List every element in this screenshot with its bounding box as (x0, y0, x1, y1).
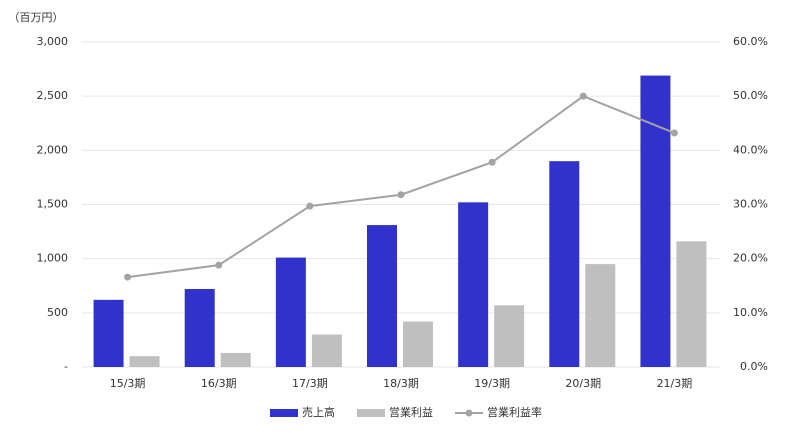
line-point (124, 273, 132, 281)
bar (367, 225, 397, 367)
legend-label: 営業利益率 (487, 405, 542, 419)
y-tick-label: 2,500 (37, 89, 69, 102)
legend-label: 営業利益 (389, 405, 433, 419)
line-point (488, 158, 496, 166)
x-tick-label: 16/3期 (201, 377, 237, 390)
bar (184, 289, 215, 367)
y2-tick-label: 30.0% (733, 198, 768, 211)
y-tick-label: 2,000 (37, 143, 69, 156)
y2-tick-label: 20.0% (733, 252, 768, 265)
x-tick-label: 19/3期 (474, 377, 510, 390)
bar (220, 352, 251, 367)
bar (585, 264, 616, 367)
y-axis-label: （百万円） (9, 11, 64, 24)
line-point (579, 92, 587, 100)
y2-tick-label: 10.0% (733, 306, 768, 319)
bar (93, 299, 124, 367)
bar (494, 305, 525, 367)
line-point (670, 129, 678, 137)
legend-swatch (270, 409, 298, 417)
x-tick-label: 21/3期 (657, 377, 693, 390)
line-point (306, 202, 314, 210)
bar (676, 241, 707, 367)
x-tick-label: 20/3期 (565, 377, 601, 390)
y2-tick-label: 0.0% (740, 360, 768, 373)
x-tick-label: 17/3期 (292, 377, 328, 390)
y-tick-label: 3,000 (37, 35, 69, 48)
y2-tick-label: 60.0% (733, 35, 768, 48)
bar (403, 321, 433, 367)
y2-tick-label: 50.0% (733, 89, 768, 102)
line-point (397, 191, 405, 199)
line (127, 95, 675, 279)
y-tick-label: - (64, 360, 68, 373)
y-tick-label: 1,000 (37, 252, 69, 265)
legend-swatch (357, 409, 385, 417)
bar (311, 334, 342, 367)
legend-swatch (465, 409, 473, 417)
legend-label: 売上高 (302, 405, 335, 419)
bar (549, 161, 580, 367)
bar (458, 202, 489, 367)
y2-tick-label: 40.0% (733, 143, 768, 156)
y-tick-label: 1,500 (37, 198, 69, 211)
line-point (215, 261, 223, 269)
bar (640, 75, 671, 367)
bar (129, 356, 160, 367)
x-tick-label: 18/3期 (383, 377, 419, 390)
y-tick-label: 500 (47, 306, 68, 319)
x-tick-label: 15/3期 (110, 377, 146, 390)
bar (275, 257, 306, 367)
